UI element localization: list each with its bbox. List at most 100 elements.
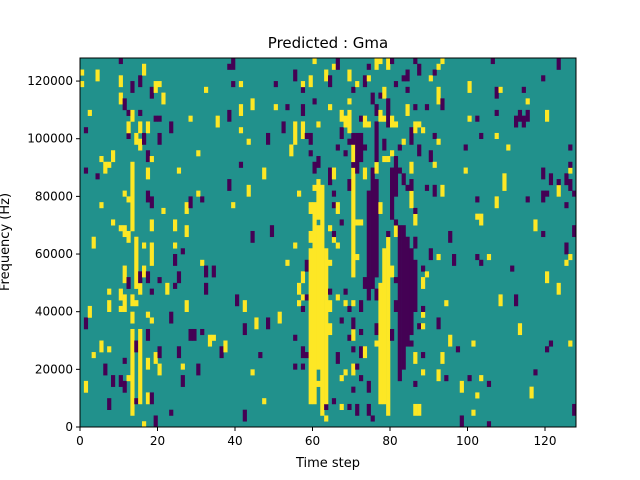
heatmap-cell — [351, 144, 356, 163]
heatmap-cell — [572, 190, 577, 197]
heatmap-cell — [351, 386, 356, 393]
heatmap-cell — [227, 109, 232, 122]
heatmap-cell — [118, 58, 123, 65]
heatmap-cell — [242, 300, 247, 312]
heatmap-cell — [467, 375, 472, 382]
heatmap-cell — [405, 104, 410, 116]
heatmap-cell — [417, 63, 422, 76]
heatmap-cell — [231, 202, 236, 209]
heatmap-cell — [436, 369, 441, 382]
heatmap-cell — [293, 69, 298, 82]
heatmap-cell — [122, 225, 127, 238]
heatmap-cell — [548, 173, 554, 186]
heatmap-cell — [99, 340, 104, 353]
heatmap-cell — [343, 115, 348, 128]
heatmap-cell — [316, 225, 321, 370]
heatmap-cell — [444, 375, 449, 382]
heatmap-cell — [494, 86, 499, 99]
heatmap-cell — [142, 132, 147, 145]
heatmap-cell — [424, 184, 430, 191]
heatmap-cell — [250, 230, 255, 243]
heatmap-cell — [409, 190, 414, 209]
heatmap-cell — [145, 328, 151, 341]
heatmap-cell — [494, 109, 499, 116]
heatmap-cell — [366, 380, 371, 393]
heatmap-cell — [254, 317, 259, 330]
heatmap-cell — [138, 328, 143, 405]
heatmap-cell — [335, 294, 340, 301]
heatmap-cell — [335, 144, 340, 151]
heatmap-cell — [331, 398, 337, 405]
heatmap-cell — [169, 311, 174, 324]
heatmap-cell — [122, 294, 127, 312]
heatmap-cell — [486, 254, 492, 261]
y-tick-label: 120000 — [27, 74, 73, 88]
heatmap-cell — [556, 179, 561, 186]
heatmap-cell — [246, 184, 251, 197]
heatmap-cell — [409, 161, 414, 174]
heatmap-cell — [413, 207, 418, 214]
heatmap-cell — [479, 375, 484, 382]
heatmap-cell — [475, 115, 480, 122]
heatmap-cell — [99, 156, 104, 163]
heatmap-cell — [142, 63, 147, 76]
heatmap-cell — [370, 167, 375, 289]
heatmap-cell — [413, 403, 418, 416]
heatmap-cell — [339, 127, 344, 140]
heatmap-cell — [564, 242, 569, 255]
heatmap-cell — [502, 173, 507, 191]
heatmap-cell — [510, 265, 515, 272]
heatmap-cell — [374, 161, 379, 174]
heatmap-cell — [300, 346, 306, 359]
heatmap-cell — [153, 352, 158, 364]
heatmap-cell — [130, 311, 135, 324]
heatmap-cell — [568, 161, 573, 168]
heatmap-cell — [122, 98, 127, 111]
heatmap-cell — [362, 144, 368, 151]
heatmap-cell — [413, 236, 418, 249]
heatmap-cell — [277, 311, 282, 324]
heatmap-cell — [382, 248, 387, 405]
heatmap-cell — [436, 254, 441, 261]
heatmap-cell — [122, 380, 127, 393]
heatmap-cell — [517, 323, 523, 336]
heatmap-cell — [289, 144, 294, 157]
heatmap-cell — [134, 132, 139, 145]
x-tick-label: 80 — [382, 434, 397, 448]
heatmap-cell — [393, 121, 399, 128]
heatmap-cell — [568, 340, 573, 347]
heatmap-cell — [432, 132, 437, 140]
heatmap-cell — [273, 104, 278, 111]
heatmap-cell — [300, 86, 306, 93]
heatmap-cell — [397, 144, 402, 151]
heatmap-cell — [316, 121, 321, 128]
heatmap-cell — [219, 346, 224, 359]
heatmap-cell — [122, 357, 127, 364]
heatmap-cell — [355, 254, 360, 261]
heatmap-cell — [153, 415, 158, 428]
y-axis: 0 20000 40000 60000 80000 100000 120000 — [27, 74, 80, 434]
heatmap-cell — [486, 421, 492, 428]
y-tick-label: 0 — [65, 420, 73, 434]
y-tick-label: 60000 — [35, 247, 73, 261]
heatmap-cell — [393, 219, 399, 226]
heatmap-cell — [428, 75, 433, 82]
heatmap-cell — [572, 225, 577, 238]
heatmap-cell — [382, 86, 387, 99]
heatmap-cell — [541, 190, 546, 203]
heatmap-cell — [351, 300, 356, 307]
x-tick-label: 120 — [534, 434, 557, 448]
heatmap-cell — [308, 150, 313, 157]
heatmap-cell — [393, 156, 399, 197]
heatmap-cell — [316, 380, 321, 387]
heatmap-cell — [126, 230, 131, 243]
heatmap-cell — [157, 277, 162, 284]
heatmap-cell — [494, 132, 499, 140]
heatmap-cell — [455, 346, 461, 353]
heatmap-cell — [572, 403, 577, 416]
heatmap-cell — [87, 109, 92, 116]
heatmap-cell — [308, 230, 313, 243]
heatmap-cell — [300, 305, 306, 312]
heatmap-cell — [142, 242, 147, 249]
